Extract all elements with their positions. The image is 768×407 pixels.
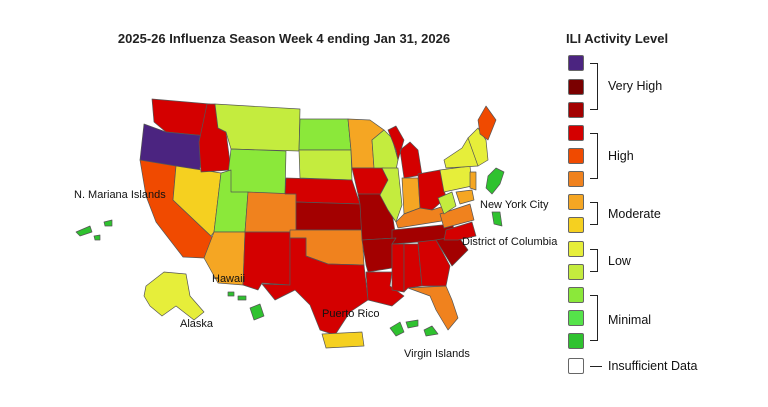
legend-bracket-minimal (590, 295, 598, 341)
legend-swatch-7 (568, 194, 584, 210)
legend-bracket-low (590, 249, 598, 272)
state-nc[interactable] (443, 221, 477, 241)
state-sd[interactable] (298, 149, 353, 181)
legend-swatch-3 (568, 102, 584, 118)
state-ar[interactable] (361, 237, 397, 273)
legend-swatch-9 (568, 241, 584, 257)
legend-bracket-very-high (590, 63, 598, 110)
legend-swatch-8 (568, 217, 584, 233)
legend-bracket-moderate (590, 202, 598, 225)
legend-swatch-10 (568, 264, 584, 280)
label-virgin-islands: Virgin Islands (404, 348, 470, 360)
state-wy[interactable] (225, 148, 287, 196)
legend-swatch-12 (568, 310, 584, 326)
legend-label-insufficient: Insufficient Data (608, 359, 698, 373)
region-nyc[interactable] (485, 167, 505, 195)
state-va[interactable] (439, 203, 475, 229)
legend-label-low: Low (608, 254, 631, 268)
region-alaska[interactable] (143, 271, 205, 321)
map-title: 2025-26 Influenza Season Week 4 ending J… (117, 31, 451, 46)
state-ks[interactable] (295, 201, 363, 231)
label-new-york-city: New York City (480, 199, 549, 211)
state-il[interactable] (379, 167, 403, 223)
label-n-mariana: N. Mariana Islands (74, 189, 166, 201)
state-pa[interactable] (439, 165, 473, 193)
state-fl[interactable] (407, 285, 459, 331)
state-az[interactable] (203, 231, 246, 286)
state-ky[interactable] (395, 205, 449, 229)
legend-swatch-13 (568, 333, 584, 349)
state-al[interactable] (403, 243, 423, 293)
region-dc[interactable] (491, 211, 503, 227)
state-me[interactable] (477, 105, 497, 141)
legend-swatch-11 (568, 287, 584, 303)
state-md-de[interactable] (455, 189, 475, 205)
state-ne[interactable] (284, 177, 361, 205)
legend-swatch-5 (568, 148, 584, 164)
region-n-mariana[interactable] (75, 219, 113, 241)
legend-title: ILI Activity Level (566, 31, 669, 46)
legend-label-very-high: Very High (608, 79, 663, 93)
state-ga[interactable] (417, 239, 451, 287)
legend-line-insufficient (590, 366, 602, 367)
label-alaska: Alaska (180, 318, 214, 330)
label-district-of-columbia: District of Columbia (462, 236, 558, 248)
legend-swatch-6 (568, 171, 584, 187)
region-puerto-rico[interactable] (321, 331, 365, 349)
state-mi[interactable] (387, 125, 423, 179)
state-new-england[interactable] (467, 127, 489, 167)
state-nv[interactable] (172, 165, 222, 237)
legend-label-moderate: Moderate (608, 207, 661, 221)
region-hawaii[interactable] (227, 291, 265, 321)
legend-swatch-1 (568, 55, 584, 71)
state-co[interactable] (244, 191, 297, 233)
state-nd[interactable] (298, 118, 352, 151)
state-in[interactable] (401, 177, 421, 215)
legend-swatch-4 (568, 125, 584, 141)
legend-swatch-2 (568, 79, 584, 95)
state-wi[interactable] (371, 129, 399, 171)
legend-swatch-14 (568, 358, 584, 374)
state-wv[interactable] (437, 191, 457, 215)
region-virgin-islands[interactable] (389, 319, 439, 337)
legend-label-minimal: Minimal (608, 313, 652, 327)
state-nm[interactable] (242, 231, 291, 291)
label-puerto-rico: Puerto Rico (322, 308, 380, 320)
state-nj[interactable] (469, 171, 477, 191)
label-hawaii: Hawaii (212, 273, 246, 285)
state-ms[interactable] (391, 243, 405, 293)
legend-bracket-high (590, 133, 598, 179)
legend-label-high: High (608, 149, 634, 163)
